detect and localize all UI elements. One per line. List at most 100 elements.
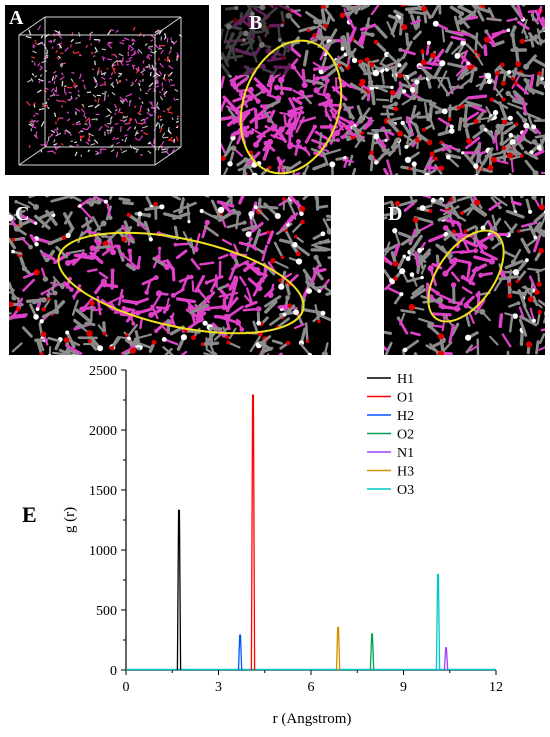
atom — [517, 230, 520, 233]
bond — [174, 139, 175, 143]
bond — [129, 215, 144, 226]
atom — [69, 287, 74, 292]
atom — [254, 205, 258, 209]
atom — [34, 222, 37, 225]
bond — [126, 64, 128, 65]
bond — [177, 53, 179, 56]
bond — [111, 72, 113, 75]
atom — [78, 284, 81, 287]
bond — [77, 310, 90, 322]
bond — [158, 116, 159, 119]
bond — [272, 354, 282, 355]
atom — [485, 73, 491, 79]
atom — [370, 33, 374, 37]
y-tick-label: 2000 — [89, 424, 117, 439]
bond — [461, 79, 471, 87]
bond — [108, 43, 111, 44]
atom — [86, 330, 92, 336]
atom — [313, 68, 317, 72]
bond — [88, 270, 96, 272]
atom — [65, 331, 69, 335]
atom — [247, 162, 250, 165]
bond — [151, 35, 155, 39]
atom — [493, 110, 498, 115]
bond — [157, 102, 158, 106]
atom — [321, 231, 326, 236]
bond — [542, 329, 545, 331]
atom — [158, 247, 161, 250]
bond — [76, 124, 82, 125]
atom — [307, 29, 310, 32]
bond — [399, 256, 405, 267]
bond — [54, 39, 55, 42]
bond — [40, 68, 42, 70]
bond — [117, 142, 120, 144]
bond — [176, 121, 179, 122]
atom — [227, 327, 230, 330]
bond — [540, 334, 544, 343]
bond — [149, 83, 153, 87]
bond — [29, 30, 31, 36]
bond — [460, 119, 461, 130]
bond — [124, 203, 133, 204]
atom — [201, 342, 205, 346]
bond — [177, 126, 179, 127]
bond — [50, 40, 52, 42]
bond — [88, 106, 93, 107]
atom — [523, 64, 529, 70]
atom — [103, 332, 107, 336]
bond — [38, 63, 40, 66]
bond — [452, 37, 465, 40]
bond — [76, 112, 77, 115]
atom — [474, 267, 479, 272]
atom — [272, 124, 277, 129]
bond — [99, 126, 103, 130]
atom — [90, 219, 93, 222]
bond — [167, 38, 168, 42]
atom — [299, 211, 304, 216]
bond — [159, 123, 160, 129]
atom — [500, 62, 505, 67]
bond — [95, 47, 97, 51]
atom — [508, 282, 512, 286]
bond — [49, 238, 64, 244]
bond — [327, 5, 329, 6]
molecular-network-render — [9, 196, 331, 355]
bond — [111, 127, 112, 132]
atom — [394, 107, 399, 112]
atom — [534, 34, 538, 38]
molecular-network-render — [384, 196, 545, 355]
bond — [156, 68, 157, 71]
atom — [314, 87, 320, 93]
bond — [162, 141, 164, 144]
bond — [142, 73, 143, 75]
bond — [143, 79, 144, 82]
y-tick-label: 1000 — [89, 544, 117, 559]
atom — [427, 41, 431, 45]
atom — [9, 302, 14, 308]
atom — [523, 123, 529, 129]
bond — [122, 150, 127, 152]
atom — [438, 333, 444, 339]
bond — [71, 96, 72, 100]
bond — [31, 78, 33, 82]
bond — [32, 73, 34, 75]
bond — [52, 76, 53, 81]
bond — [42, 61, 47, 63]
bond — [487, 19, 500, 21]
atom — [515, 17, 518, 20]
bond — [138, 110, 142, 114]
atom — [398, 48, 402, 52]
atom — [401, 121, 405, 125]
bond — [168, 74, 170, 76]
atom — [159, 204, 164, 209]
bond — [39, 109, 44, 110]
series-peak-h3 — [337, 627, 340, 670]
bond — [95, 61, 96, 65]
bond — [155, 76, 158, 78]
atom — [108, 216, 112, 220]
bond — [93, 56, 95, 57]
atom — [41, 297, 47, 303]
bond — [144, 133, 148, 135]
